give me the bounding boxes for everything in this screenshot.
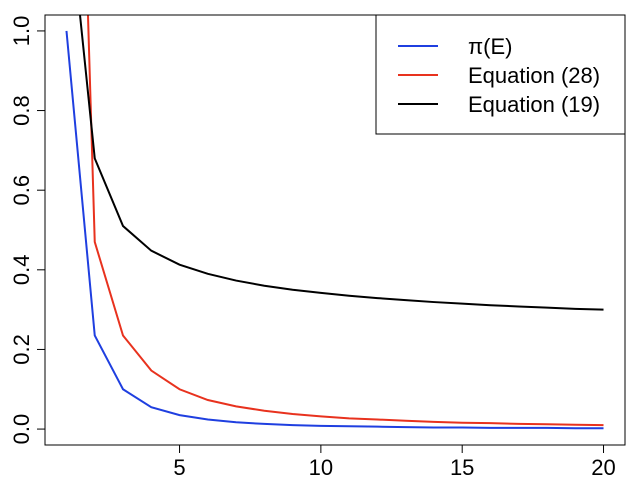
series-line bbox=[65, 30, 604, 430]
x-tick-label: 5 bbox=[173, 455, 185, 480]
x-tick-label: 10 bbox=[309, 455, 333, 480]
plot-frame bbox=[44, 14, 626, 446]
x-tick-label: 20 bbox=[591, 455, 615, 480]
series-line bbox=[86, 15, 604, 427]
series-line bbox=[78, 15, 604, 311]
y-tick-label: 0.4 bbox=[9, 255, 34, 286]
y-tick-label: 0.2 bbox=[9, 334, 34, 365]
y-tick-label: 0.8 bbox=[9, 95, 34, 126]
y-tick-label: 1.0 bbox=[9, 16, 34, 47]
legend-label: Equation (28) bbox=[468, 63, 600, 88]
legend-label: Equation (19) bbox=[468, 92, 600, 117]
legend-label: π(E) bbox=[468, 34, 513, 59]
x-tick-label: 15 bbox=[450, 455, 474, 480]
y-tick-label: 0.0 bbox=[9, 414, 34, 445]
plot-area bbox=[65, 15, 604, 430]
y-tick-label: 0.6 bbox=[9, 175, 34, 206]
